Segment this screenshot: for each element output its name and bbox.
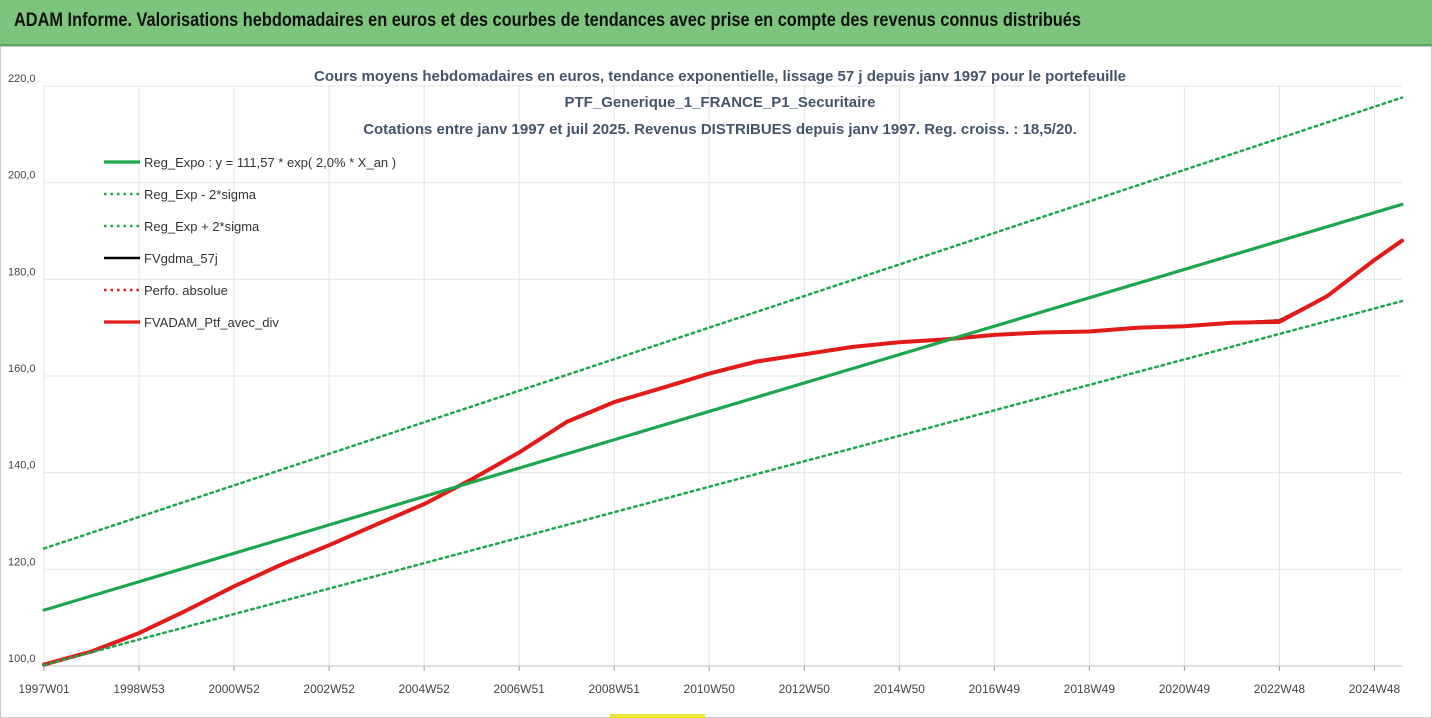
chart-title-line: Cours moyens hebdomadaires en euros, ten… xyxy=(314,68,1126,85)
axes: 100,0 120,0 140,0 160,0 180,0 200,0 220,0 1997W… xyxy=(8,73,1402,696)
chart-title-line: Cotations entre janv 1997 et juil 2025. … xyxy=(363,121,1077,138)
series-line-5 xyxy=(42,238,1404,667)
y-tick-label: 140,0 xyxy=(8,460,36,472)
x-tick-label: 1998W53 xyxy=(113,682,165,696)
y-tick-label: 120,0 xyxy=(8,556,36,568)
legend-entry: Reg_Expo : y = 111,57 * exp( 2,0% * X_an… xyxy=(144,155,396,170)
y-tick-label: 100,0 xyxy=(8,653,36,665)
legend: Reg_Expo : y = 111,57 * exp( 2,0% * X_an… xyxy=(104,155,396,330)
x-tick-label: 2024W48 xyxy=(1349,682,1401,696)
report-title: ADAM Informe. Valorisations hebdomadaire… xyxy=(14,10,1081,31)
x-tick-label: 2002W52 xyxy=(303,682,355,696)
x-tick-label: 2014W50 xyxy=(874,682,926,696)
gridlines xyxy=(43,85,1402,667)
x-tick-label: 2016W49 xyxy=(969,682,1021,696)
x-tick-label: 2012W50 xyxy=(779,682,831,696)
legend-entry: FVADAM_Ptf_avec_div xyxy=(144,315,279,330)
y-tick-label: 180,0 xyxy=(8,266,36,278)
bottom-accent-bar xyxy=(610,714,705,718)
series-line-1 xyxy=(42,299,1404,667)
chart-title-line: PTF_Generique_1_FRANCE_P1_Securitaire xyxy=(565,94,876,111)
x-tick-label: 1997W01 xyxy=(18,682,70,696)
y-tick-label: 200,0 xyxy=(8,170,36,182)
series-line-4 xyxy=(42,239,1404,666)
x-tick-label: 2004W52 xyxy=(398,682,450,696)
series-line-3 xyxy=(42,239,1404,666)
x-tick-label: 2008W51 xyxy=(589,682,641,696)
series-lines xyxy=(42,96,1404,667)
x-tick-label: 2000W52 xyxy=(208,682,260,696)
legend-entry: Reg_Exp + 2*sigma xyxy=(144,219,260,234)
x-tick-label: 2010W50 xyxy=(684,682,736,696)
legend-entry: Reg_Exp - 2*sigma xyxy=(144,187,257,202)
series-line-2 xyxy=(42,96,1404,550)
legend-entry: Perfo. absolue xyxy=(144,283,228,298)
series-line-0 xyxy=(42,202,1404,612)
x-tick-label: 2018W49 xyxy=(1064,682,1116,696)
y-tick-label: 160,0 xyxy=(8,363,36,375)
x-tick-label: 2006W51 xyxy=(493,682,545,696)
legend-entry: FVgdma_57j xyxy=(144,251,218,266)
report-header-banner: ADAM Informe. Valorisations hebdomadaire… xyxy=(0,0,1432,46)
y-tick-label: 220,0 xyxy=(8,73,36,85)
x-tick-label: 2020W49 xyxy=(1159,682,1211,696)
chart-title: Cours moyens hebdomadaires en euros, ten… xyxy=(314,68,1126,138)
x-tick-label: 2022W48 xyxy=(1254,682,1306,696)
